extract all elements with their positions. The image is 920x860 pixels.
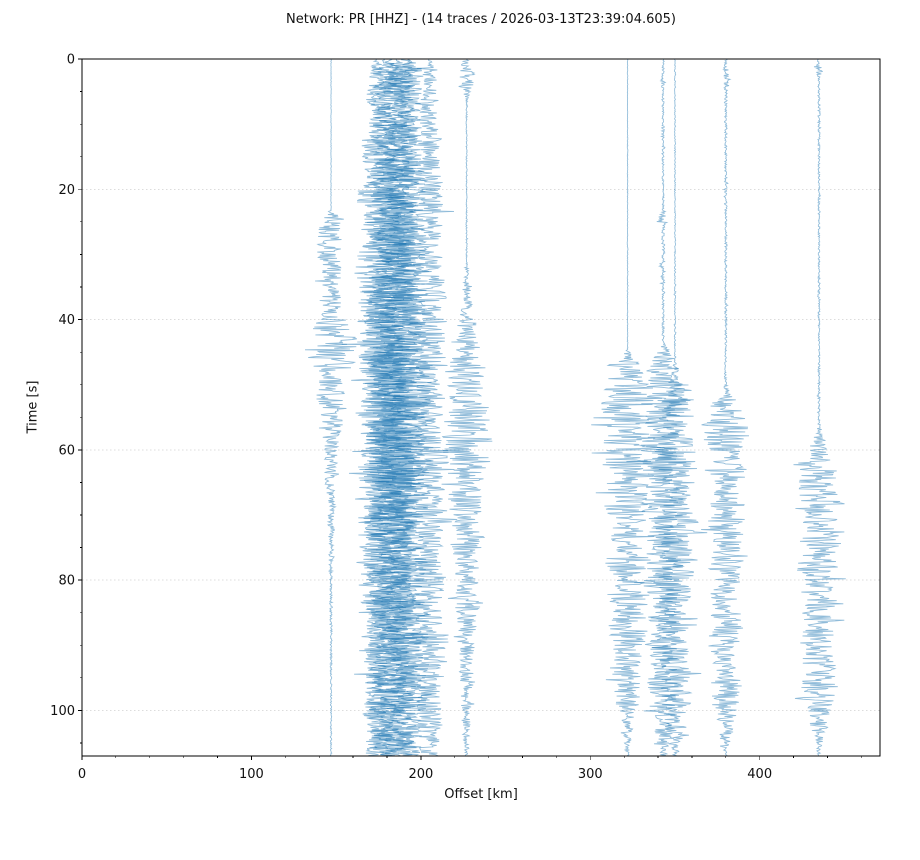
seismic-trace	[793, 59, 846, 756]
grid-layer	[82, 188, 880, 711]
y-tick-label: 0	[67, 53, 75, 68]
seismic-trace	[701, 59, 750, 756]
seismic-trace	[591, 59, 663, 756]
x-tick-label: 100	[239, 767, 264, 782]
x-tick-label: 0	[78, 767, 86, 782]
y-tick-label: 80	[58, 574, 75, 589]
y-tick-label: 100	[50, 704, 75, 719]
seismic-trace	[441, 59, 493, 756]
seismic-trace	[650, 59, 708, 756]
y-tick-label: 40	[58, 313, 75, 328]
axes-layer: 0 100 200 300 400 0 20 40 60 80 100	[50, 53, 881, 782]
x-tick-label: 200	[408, 767, 433, 782]
seismic-trace	[402, 59, 458, 756]
seismic-trace	[370, 59, 434, 756]
y-tick-label: 60	[58, 443, 75, 458]
seismic-trace	[377, 59, 436, 756]
plot-area	[81, 58, 881, 757]
seismic-trace	[304, 59, 357, 756]
traces-layer	[304, 59, 846, 756]
y-tick-label: 20	[58, 183, 75, 198]
chart-title: Network: PR [HHZ] - (14 traces / 2026-03…	[286, 12, 676, 27]
x-axis-label: Offset [km]	[444, 787, 518, 802]
x-tick-label: 400	[747, 767, 772, 782]
x-tick-label: 300	[578, 767, 603, 782]
